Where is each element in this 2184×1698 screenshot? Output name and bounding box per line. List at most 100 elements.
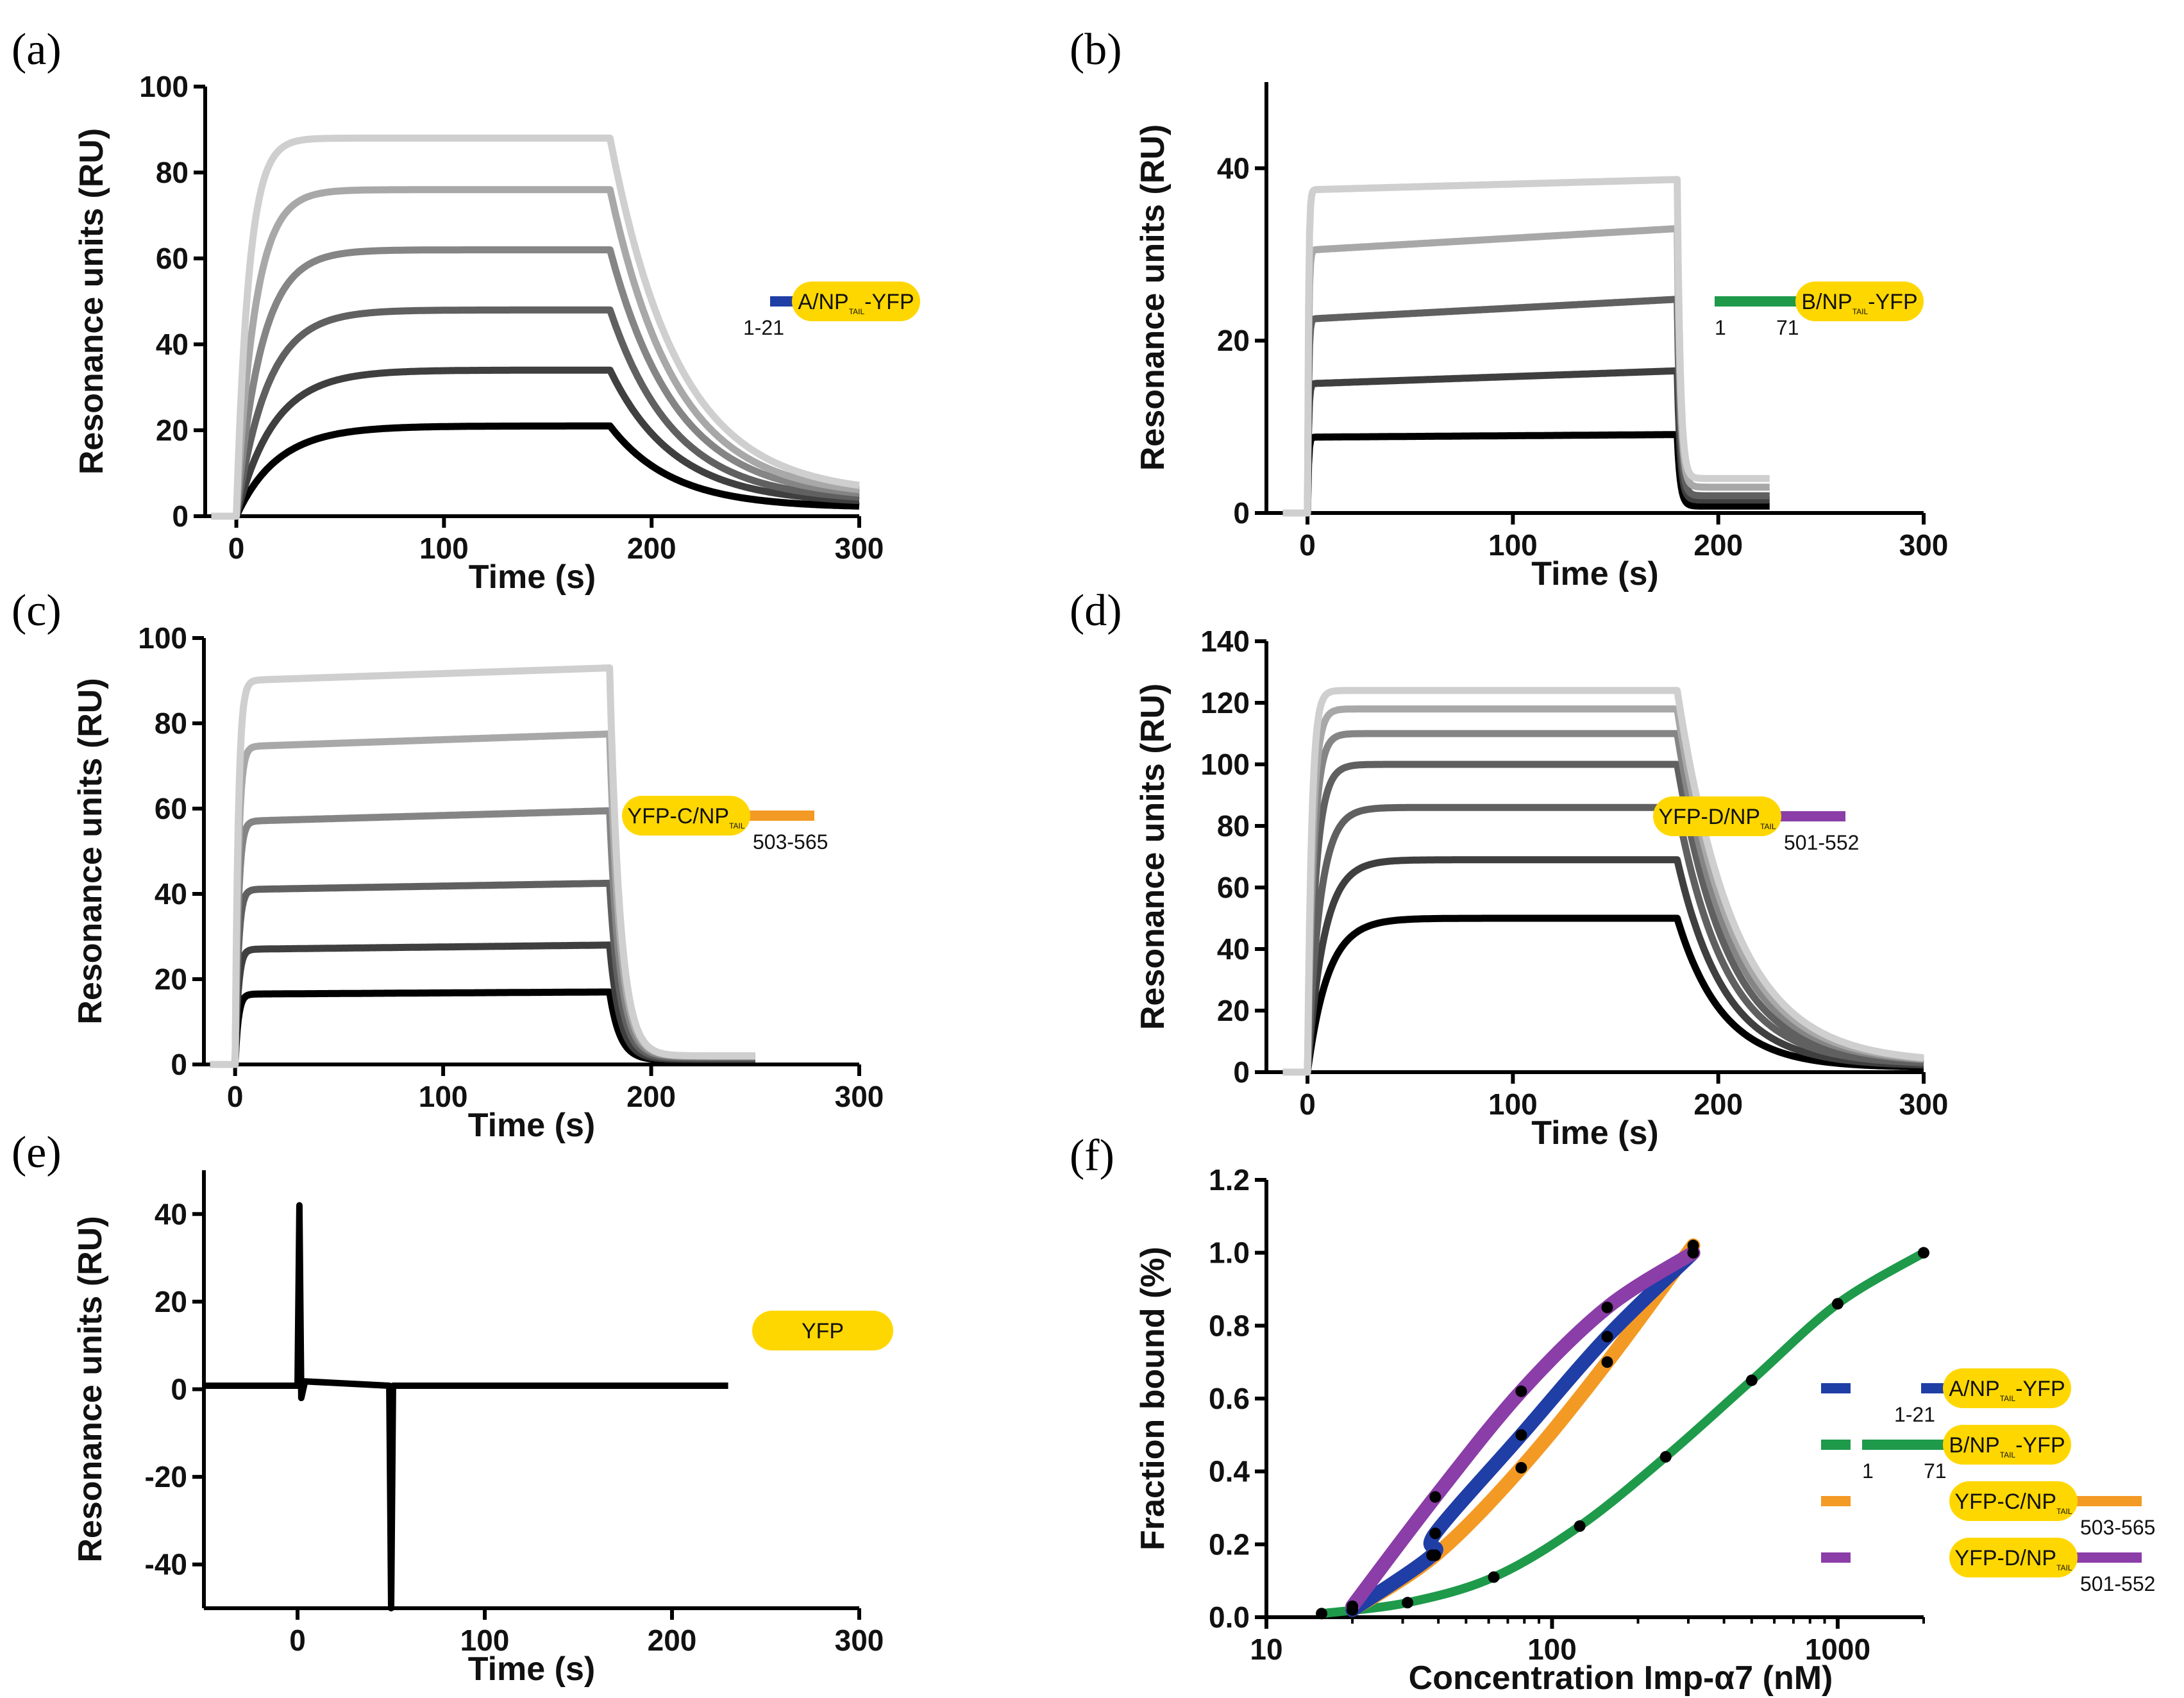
x-tick-label: 200 — [627, 532, 676, 565]
y-axis-title: Resonance units (RU) — [73, 128, 110, 475]
y-tick-label: 0.0 — [1209, 1601, 1250, 1634]
y-tick-label: 20 — [1217, 994, 1250, 1027]
construct-label: YFP-D/NPTAIL — [1954, 1546, 2072, 1572]
sensorgram-line — [208, 306, 862, 520]
y-tick-label: 20 — [1217, 324, 1250, 357]
y-tick-label: 80 — [156, 156, 189, 189]
data-point-b — [1574, 1520, 1586, 1532]
data-point-c — [1601, 1356, 1613, 1368]
y-tick-label: 20 — [155, 962, 187, 996]
y-axis-title: Resonance units (RU) — [72, 678, 109, 1024]
residue-range: 1-21 — [743, 316, 784, 339]
y-tick-label: 40 — [155, 1197, 187, 1231]
y-tick-label: 20 — [156, 414, 189, 447]
data-point-d — [1347, 1600, 1359, 1612]
x-tick-label: 0 — [227, 1080, 244, 1113]
data-point-a — [1515, 1429, 1527, 1441]
y-tick-label: 140 — [1200, 625, 1250, 658]
y-tick-label: 40 — [155, 877, 187, 911]
y-tick-label: 100 — [139, 70, 189, 103]
panel-letter: (b) — [1070, 25, 1122, 74]
data-point-d — [1687, 1247, 1699, 1259]
construct-label: A/NPTAIL-YFP — [1949, 1377, 2065, 1403]
data-point-b — [1488, 1571, 1500, 1583]
x-tick-label: 0 — [1299, 528, 1316, 562]
x-tick-label: 100 — [1527, 1633, 1577, 1666]
y-tick-label: -40 — [145, 1548, 187, 1581]
x-axis-title: Time (s) — [1531, 1114, 1658, 1152]
panel-f: (f) 0.0 0.2 0.4 0.6 0.8 1.0 1.2 10 100 1000Concent… — [1070, 1131, 2155, 1697]
y-tick-label: 60 — [155, 792, 187, 825]
y-tick-label: 1.0 — [1209, 1236, 1250, 1270]
yfp-pill — [1949, 1538, 2078, 1577]
sensorgram-line — [1280, 856, 1926, 1076]
x-axis-title: Time (s) — [1531, 555, 1658, 593]
sensorgram-line — [208, 246, 862, 520]
sensorgram-line — [1280, 431, 1772, 517]
sensorgram-line — [1280, 176, 1772, 517]
sensorgram-line — [1280, 761, 1926, 1076]
y-tick-label: 40 — [156, 328, 189, 361]
y-tick-label: 40 — [1217, 932, 1250, 966]
sensorgram-line — [208, 186, 862, 520]
data-point-b — [1659, 1450, 1672, 1463]
y-tick-label: 0 — [1233, 496, 1250, 530]
data-point-d — [1429, 1491, 1441, 1503]
data-point-b — [1402, 1597, 1414, 1609]
y-tick-label: 0 — [1233, 1055, 1250, 1089]
construct-label: YFP-C/NPTAIL — [1954, 1490, 2072, 1516]
x-tick-label: 300 — [835, 532, 884, 565]
sensorgram-line — [208, 134, 862, 520]
y-tick-label: 1.2 — [1209, 1163, 1250, 1197]
x-axis-title: Time (s) — [468, 1651, 595, 1688]
x-tick-label: 200 — [1693, 528, 1743, 562]
sensorgram-line — [1280, 296, 1772, 517]
panel-letter: (d) — [1070, 586, 1122, 635]
construct-label: YFP — [802, 1319, 844, 1343]
sensorgram-line — [207, 730, 758, 1068]
data-point-b — [1745, 1374, 1758, 1386]
x-tick-label: 200 — [626, 1080, 676, 1113]
residue-start: 1 — [1862, 1459, 1874, 1483]
x-tick-label: 300 — [1899, 528, 1949, 562]
residue-range: 1-21 — [1894, 1403, 1935, 1426]
data-point-c — [1515, 1461, 1527, 1474]
y-tick-label: 0 — [172, 500, 189, 533]
sensorgram-line — [207, 941, 758, 1068]
residue-range: 501-552 — [2080, 1572, 2155, 1595]
x-tick-label: 300 — [1899, 1088, 1949, 1121]
x-tick-label: 100 — [460, 1624, 510, 1657]
residue-start: 1 — [1715, 316, 1726, 339]
x-axis-title: Time (s) — [468, 1107, 595, 1144]
residue-end: 71 — [1924, 1459, 1947, 1483]
yfp-pill — [792, 282, 920, 321]
data-point-d — [1515, 1385, 1527, 1397]
y-tick-label: 0.8 — [1209, 1309, 1250, 1342]
y-tick-label: 0 — [171, 1048, 187, 1081]
x-tick-label: 300 — [835, 1624, 884, 1657]
data-point-d — [1601, 1301, 1613, 1313]
residue-range: 503-565 — [753, 830, 828, 853]
data-point-c — [1429, 1549, 1441, 1561]
y-tick-label: 0.4 — [1209, 1455, 1250, 1488]
x-tick-label: 100 — [419, 1080, 468, 1113]
construct-label: YFP-D/NPTAIL — [1658, 805, 1776, 831]
data-point-b — [1918, 1247, 1929, 1259]
sensorgram-line — [1280, 914, 1926, 1076]
x-tick-label: 0 — [1299, 1088, 1316, 1121]
x-tick-label: 10 — [1250, 1633, 1282, 1666]
panel-letter: (e) — [12, 1128, 62, 1177]
construct-label: A/NPTAIL-YFP — [798, 290, 914, 316]
y-tick-label: 0 — [171, 1373, 187, 1406]
y-tick-label: 80 — [1217, 809, 1250, 843]
yfp-pill — [1943, 1368, 2071, 1408]
y-axis-title: Resonance units (RU) — [1134, 684, 1172, 1030]
y-tick-label: 40 — [1217, 151, 1250, 185]
sensorgram-line — [1280, 367, 1772, 517]
y-tick-label: 80 — [155, 707, 187, 740]
y-tick-label: 100 — [138, 621, 187, 655]
x-axis-title: Time (s) — [469, 559, 596, 596]
y-axis-title: Resonance units (RU) — [72, 1216, 109, 1562]
x-tick-label: 300 — [835, 1080, 884, 1113]
